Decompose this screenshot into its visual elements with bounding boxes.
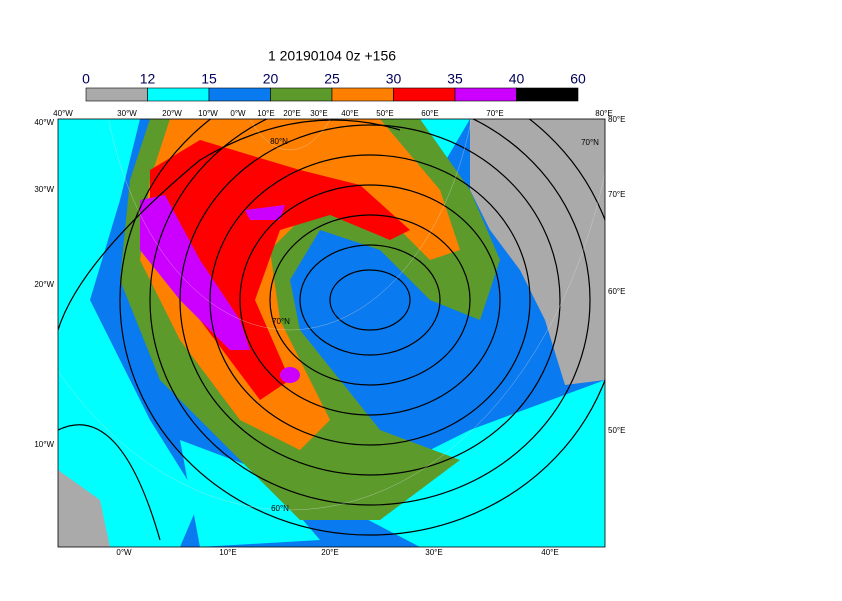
title: 1 20190104 0z +156 [268, 48, 396, 64]
lon-label: 0°W [230, 109, 246, 118]
colorbar-box [516, 87, 579, 102]
colorbar-box [208, 87, 271, 102]
lon-label: 0°W [116, 548, 132, 557]
colorbar: 0 12 15 20 25 30 35 40 60 [82, 71, 586, 102]
lon-label: 40°W [34, 118, 54, 127]
lon-label: 50°E [376, 109, 393, 118]
lon-label: 60°E [608, 287, 625, 296]
lon-label: 40°W [53, 109, 73, 118]
map-frame [57, 118, 606, 548]
colorbar-label: 35 [447, 71, 463, 87]
colorbar-label: 25 [324, 71, 340, 87]
colorbar-box [85, 87, 148, 102]
lon-label: 70°E [608, 190, 625, 199]
colorbar-box [331, 87, 394, 102]
lat-label: 70°N [581, 138, 599, 147]
lon-label: 20°W [162, 109, 182, 118]
colorbar-box [454, 87, 517, 102]
lon-label: 30°E [310, 109, 327, 118]
lat-label: 80°N [270, 137, 288, 146]
lon-label: 30°W [34, 185, 54, 194]
colorbar-label: 0 [82, 71, 90, 87]
colorbar-box [393, 87, 456, 102]
colorbar-label: 60 [570, 71, 586, 87]
colorbar-label: 20 [263, 71, 279, 87]
lon-label: 70°E [486, 109, 503, 118]
colorbar-label: 30 [386, 71, 402, 87]
map-field [58, 119, 605, 547]
lon-label: 80°E [608, 115, 625, 124]
lat-label: 60°N [271, 504, 289, 513]
lon-label: 20°W [34, 280, 54, 289]
lon-label: 40°E [541, 548, 558, 557]
lon-label: 10°E [219, 548, 236, 557]
lon-label: 30°E [425, 548, 442, 557]
colorbar-label: 40 [509, 71, 525, 87]
lon-label: 10°E [257, 109, 274, 118]
lon-label: 60°E [421, 109, 438, 118]
lon-label: 80°E [595, 109, 612, 118]
lon-label: 30°W [117, 109, 137, 118]
lon-label: 10°W [198, 109, 218, 118]
colorbar-box [270, 87, 333, 102]
graticule-labels: 40°W 30°W 20°W 10°W 0°W 10°E 20°E 30°E 4… [34, 109, 625, 557]
colorbar-box [147, 87, 210, 102]
lon-label: 10°W [34, 440, 54, 449]
lat-label: 70°N [272, 317, 290, 326]
colorbar-label: 12 [140, 71, 156, 87]
lon-label: 20°E [321, 548, 338, 557]
lon-label: 40°E [341, 109, 358, 118]
lon-label: 50°E [608, 426, 625, 435]
lon-label: 20°E [283, 109, 300, 118]
colorbar-label: 15 [201, 71, 217, 87]
